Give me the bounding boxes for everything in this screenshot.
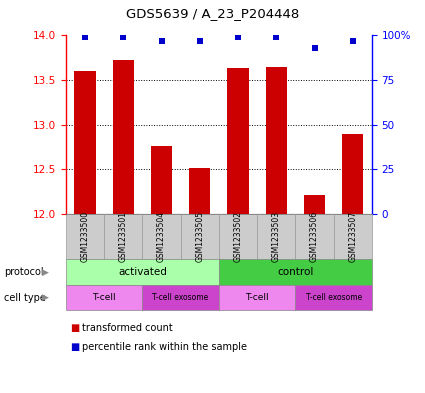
Text: T-cell exosome: T-cell exosome xyxy=(153,293,209,302)
Text: ■: ■ xyxy=(70,342,79,352)
Text: transformed count: transformed count xyxy=(82,323,173,333)
Text: GSM1233505: GSM1233505 xyxy=(195,211,204,263)
Text: GSM1233504: GSM1233504 xyxy=(157,211,166,263)
Text: ▶: ▶ xyxy=(42,268,48,277)
Text: GDS5639 / A_23_P204448: GDS5639 / A_23_P204448 xyxy=(126,7,299,20)
Bar xyxy=(342,134,363,214)
Text: GSM1233507: GSM1233507 xyxy=(348,211,357,263)
Bar xyxy=(189,168,210,214)
Text: GSM1233506: GSM1233506 xyxy=(310,211,319,263)
Bar xyxy=(227,68,249,214)
Text: ■: ■ xyxy=(70,323,79,333)
Bar xyxy=(304,195,325,214)
Bar xyxy=(266,67,287,214)
Text: T-cell: T-cell xyxy=(92,293,116,302)
Text: ▶: ▶ xyxy=(42,293,48,302)
Text: GSM1233501: GSM1233501 xyxy=(119,211,128,262)
Text: protocol: protocol xyxy=(4,267,44,277)
Text: activated: activated xyxy=(118,267,167,277)
Text: GSM1233502: GSM1233502 xyxy=(233,211,243,262)
Bar xyxy=(74,71,96,214)
Bar xyxy=(151,146,172,214)
Text: T-cell: T-cell xyxy=(245,293,269,302)
Bar xyxy=(113,61,134,214)
Text: percentile rank within the sample: percentile rank within the sample xyxy=(82,342,247,352)
Text: T-cell exosome: T-cell exosome xyxy=(306,293,362,302)
Text: control: control xyxy=(277,267,314,277)
Text: GSM1233500: GSM1233500 xyxy=(80,211,90,263)
Text: cell type: cell type xyxy=(4,293,46,303)
Text: GSM1233503: GSM1233503 xyxy=(272,211,281,263)
